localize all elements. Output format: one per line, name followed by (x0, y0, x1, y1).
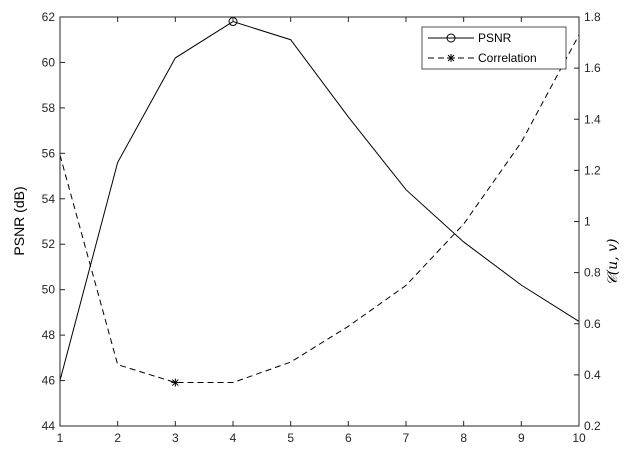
left-y-tick-label: 48 (42, 328, 56, 342)
x-tick-label: 6 (345, 431, 352, 445)
right-y-tick-label: 0.2 (584, 419, 601, 433)
series-layer (59, 17, 580, 387)
left-y-tick-label: 60 (42, 55, 56, 69)
left-y-tick-label: 50 (42, 283, 56, 297)
left-y-tick-label: 58 (42, 101, 56, 115)
plot-background (60, 17, 579, 426)
x-tick-label: 9 (518, 431, 525, 445)
left-y-tick-label: 62 (42, 10, 56, 24)
x-tick-label: 8 (460, 431, 467, 445)
right-y-axis-ticks: 0.2 0.4 0.6 0.8 1 1.2 1.4 1.6 1.8 (574, 10, 601, 433)
x-tick-label: 7 (403, 431, 410, 445)
right-y-tick-label: 1.4 (584, 112, 601, 126)
x-tick-label: 4 (230, 431, 237, 445)
x-tick-label: 2 (114, 431, 121, 445)
right-y-tick-label: 1.8 (584, 10, 601, 24)
legend-correlation-label: Correlation (478, 51, 537, 65)
psnr-series-line (59, 20, 580, 381)
right-y-tick-label: 1 (584, 215, 591, 229)
left-y-tick-label: 46 (42, 374, 56, 388)
x-tick-label: 3 (172, 431, 179, 445)
left-y-axis-ticks: 44 46 48 50 52 54 56 58 60 62 (42, 10, 65, 433)
left-y-tick-label: 56 (42, 146, 56, 160)
left-y-tick-label: 44 (42, 419, 56, 433)
x-tick-label: 1 (57, 431, 64, 445)
left-y-axis-title: PSNR (dB) (11, 186, 27, 255)
x-axis-ticks: 1 2 3 4 5 6 7 8 9 10 (57, 17, 586, 445)
x-tick-label: 5 (287, 431, 294, 445)
right-y-tick-label: 0.4 (584, 368, 601, 382)
right-y-tick-label: 1.6 (584, 61, 601, 75)
legend-psnr-label: PSNR (478, 31, 512, 45)
x-tick-label: 10 (572, 431, 586, 445)
right-y-axis-title: 𝒞(u, v) (605, 239, 621, 286)
correlation-marker (171, 378, 180, 387)
legend-box (421, 26, 567, 70)
right-y-tick-label: 0.6 (584, 317, 601, 331)
legend-correlation-marker (447, 54, 455, 62)
right-y-tick-label: 1.2 (584, 163, 601, 177)
legend-psnr-marker (446, 33, 456, 43)
correlation-series-line (59, 34, 580, 384)
left-y-tick-label: 54 (42, 192, 56, 206)
left-y-tick-label: 52 (42, 237, 56, 251)
right-y-tick-label: 0.8 (584, 266, 601, 280)
legend: PSNR Correlation (421, 26, 567, 70)
